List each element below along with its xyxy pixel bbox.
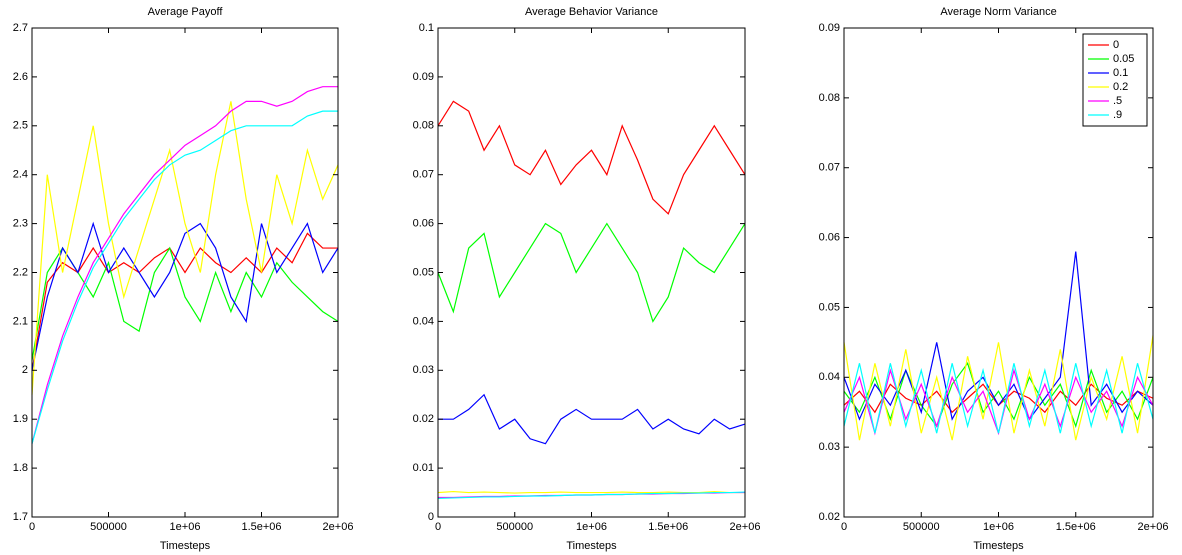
series-line [31,246,339,361]
series-line [31,221,339,371]
y-tick-label: 2.6 [13,71,28,83]
x-tick-label: 500000 [496,521,533,533]
x-tick-label: 1e+06 [170,521,201,533]
series-line [438,393,746,445]
y-tick-label: 1.7 [13,511,28,523]
y-tick-label: 0.05 [819,301,840,313]
legend-label: 0 [1113,39,1119,51]
y-tick-label: 0.03 [413,364,434,376]
y-tick-label: 0.1 [419,22,434,34]
series-line [843,335,1154,441]
legend-label: .9 [1113,109,1122,121]
x-axis-label: Timesteps [160,540,211,552]
x-tick-label: 500000 [90,521,127,533]
y-tick-label: 2.5 [13,120,28,132]
y-tick-label: 0.04 [819,371,840,383]
x-axis-label: Timesteps [566,540,617,552]
y-tick-label: 0.08 [819,92,840,104]
x-axis-label: Timesteps [973,540,1024,552]
y-tick-label: 0.09 [819,22,840,34]
y-tick-label: 0.06 [413,218,434,230]
y-tick-label: 2.2 [13,266,28,278]
y-tick-label: 1.8 [13,462,28,474]
y-tick-label: 0.09 [413,71,434,83]
y-tick-label: 0.02 [819,511,840,523]
series-line [31,86,338,444]
legend-box [1082,33,1148,127]
x-tick-label: 0 [841,521,847,533]
x-tick-label: 1.5e+06 [1056,521,1096,533]
y-tick-label: 2.3 [13,218,28,230]
series-line [437,100,746,215]
x-tick-label: 500000 [903,521,940,533]
y-tick-label: 1.9 [13,413,28,425]
x-tick-label: 1.5e+06 [648,521,688,533]
series-line [843,251,1154,421]
y-tick-label: 0.01 [413,462,434,474]
y-tick-label: 0.06 [819,231,840,243]
legend-label: 0.05 [1113,53,1134,65]
y-tick-label: 0.02 [413,413,434,425]
legend-label: 0.2 [1113,81,1128,93]
x-tick-label: 1e+06 [576,521,607,533]
legend-label: .5 [1113,95,1122,107]
y-tick-label: 0.03 [819,441,840,453]
series-line [843,363,1154,434]
series-line [31,101,339,395]
y-tick-label: 0 [428,511,434,523]
y-tick-label: 0.05 [413,266,434,278]
x-tick-label: 2e+06 [730,521,761,533]
y-tick-label: 2 [22,364,28,376]
series-line [437,491,746,500]
axes-frame [437,27,746,518]
y-tick-label: 0.08 [413,120,434,132]
y-tick-label: 0.07 [413,169,434,181]
series-line [843,383,1154,414]
legend-label: 0.1 [1113,67,1128,79]
y-tick-label: 2.4 [13,169,28,181]
x-tick-label: 2e+06 [1138,521,1169,533]
series-line [31,232,338,371]
x-tick-label: 2e+06 [323,521,354,533]
x-tick-label: 0 [435,521,441,533]
x-tick-label: 1.5e+06 [241,521,281,533]
series-line [437,222,746,323]
y-tick-label: 2.7 [13,22,28,34]
chart-title: Average Norm Variance [940,6,1056,18]
x-tick-label: 0 [29,521,35,533]
y-tick-label: 0.04 [413,315,434,327]
chart-title: Average Payoff [148,6,224,18]
y-tick-label: 0.07 [819,162,840,174]
x-tick-label: 1e+06 [983,521,1014,533]
series-line [31,110,338,444]
chart-title: Average Behavior Variance [525,6,658,18]
y-tick-label: 2.1 [13,315,28,327]
